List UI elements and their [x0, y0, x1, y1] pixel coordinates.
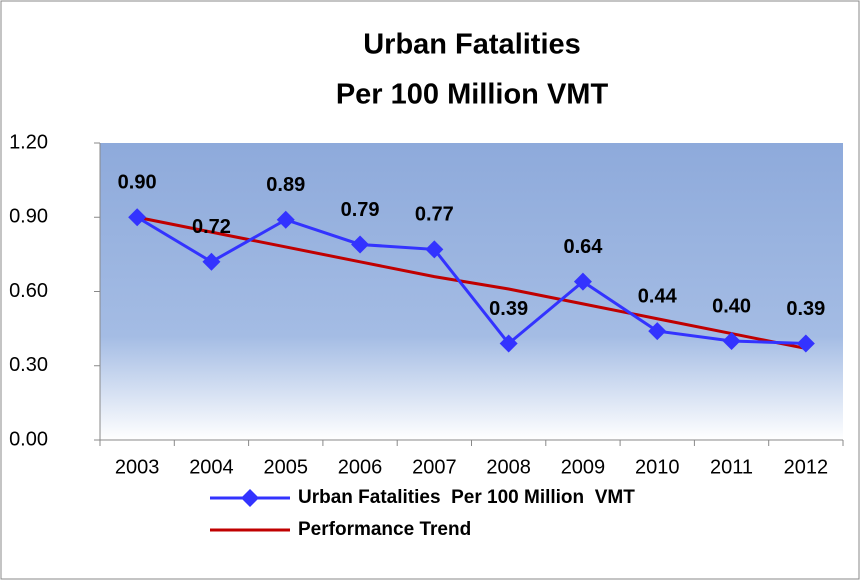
- y-tick-label: 0.90: [9, 206, 48, 228]
- x-tick-label: 2010: [635, 456, 680, 478]
- chart-title: Per 100 Million VMT: [336, 79, 609, 111]
- x-tick-label: 2007: [412, 456, 457, 478]
- data-label: 0.77: [415, 204, 454, 226]
- x-tick-label: 2008: [486, 456, 531, 478]
- y-tick-label: 0.30: [9, 354, 48, 376]
- legend-label: Urban Fatalities Per 100 Million VMT: [298, 487, 635, 508]
- marker: [722, 332, 741, 350]
- data-label: 0.40: [712, 295, 751, 317]
- legend-marker: [241, 489, 259, 507]
- legend-label: Performance Trend: [298, 519, 471, 540]
- x-tick-label: 2009: [561, 456, 606, 478]
- marker: [128, 208, 147, 227]
- marker: [425, 240, 444, 259]
- data-label: 0.72: [192, 216, 231, 238]
- data-label: 0.39: [786, 298, 825, 320]
- chart-title: Urban Fatalities: [363, 29, 581, 61]
- x-tick-label: 2005: [264, 456, 309, 478]
- data-label: 0.89: [266, 174, 305, 196]
- x-tick-label: 2003: [115, 456, 160, 478]
- y-tick-label: 0.60: [9, 280, 48, 302]
- data-label: 0.79: [341, 199, 380, 221]
- y-tick-label: 0.00: [9, 428, 48, 450]
- x-tick-label: 2011: [710, 456, 753, 478]
- x-tick-label: 2006: [338, 456, 383, 478]
- data-label: 0.64: [563, 236, 603, 258]
- x-tick-label: 2012: [784, 456, 829, 478]
- data-line: [136, 215, 806, 346]
- marker: [202, 252, 221, 271]
- marker: [796, 334, 815, 353]
- marker: [351, 235, 370, 254]
- data-label: 0.90: [118, 172, 157, 194]
- marker: [648, 322, 667, 341]
- x-tick-label: 2004: [189, 456, 234, 478]
- marker: [276, 210, 295, 229]
- marker: [499, 334, 518, 353]
- marker: [573, 272, 592, 291]
- plot-area: [100, 143, 843, 440]
- y-tick-label: 1.20: [9, 131, 48, 153]
- data-label: 0.44: [638, 285, 678, 307]
- data-label: 0.39: [489, 298, 528, 320]
